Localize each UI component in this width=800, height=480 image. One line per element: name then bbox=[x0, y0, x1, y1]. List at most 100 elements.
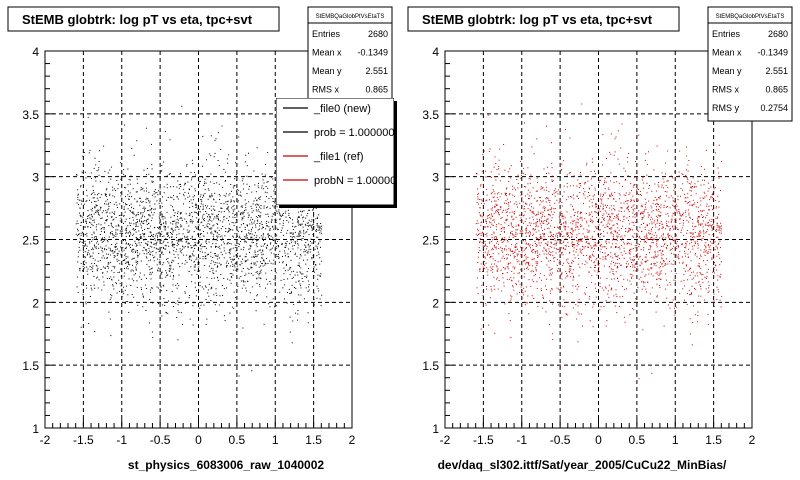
data-point bbox=[291, 245, 293, 247]
data-point bbox=[625, 253, 627, 254]
data-point bbox=[713, 300, 715, 302]
data-point bbox=[625, 231, 627, 232]
data-point bbox=[658, 197, 660, 199]
data-point bbox=[212, 239, 214, 241]
data-point bbox=[100, 246, 102, 248]
data-point bbox=[172, 284, 174, 286]
data-point bbox=[562, 264, 564, 266]
data-point bbox=[150, 259, 151, 261]
data-point bbox=[195, 245, 197, 247]
data-point bbox=[657, 216, 659, 218]
data-point bbox=[136, 245, 138, 246]
data-point bbox=[172, 231, 174, 233]
data-point bbox=[658, 206, 660, 208]
data-point bbox=[512, 286, 514, 288]
data-point bbox=[571, 196, 573, 198]
data-point bbox=[127, 294, 129, 296]
data-point bbox=[476, 220, 478, 222]
data-point bbox=[162, 218, 164, 220]
data-point bbox=[260, 235, 262, 237]
data-point bbox=[310, 226, 312, 228]
data-point bbox=[272, 205, 274, 207]
data-point bbox=[247, 259, 249, 261]
data-point bbox=[139, 197, 141, 199]
data-point bbox=[270, 242, 272, 244]
data-point bbox=[89, 199, 90, 201]
data-point bbox=[210, 246, 212, 248]
data-point bbox=[225, 262, 227, 264]
data-point bbox=[645, 202, 647, 204]
data-point bbox=[148, 260, 150, 262]
data-point bbox=[527, 302, 529, 304]
data-point bbox=[477, 198, 479, 200]
data-point bbox=[265, 186, 267, 187]
data-point bbox=[496, 238, 498, 240]
data-point bbox=[187, 181, 189, 183]
data-point bbox=[171, 227, 173, 229]
data-point bbox=[556, 259, 558, 260]
data-point bbox=[618, 229, 620, 231]
data-point bbox=[157, 270, 159, 272]
data-point bbox=[246, 237, 248, 239]
data-point bbox=[96, 270, 98, 272]
data-point bbox=[96, 205, 98, 207]
data-point bbox=[503, 282, 505, 284]
data-point bbox=[83, 152, 85, 153]
data-point bbox=[233, 255, 235, 257]
data-point bbox=[711, 227, 713, 229]
data-point bbox=[524, 221, 526, 222]
data-point bbox=[290, 241, 292, 243]
data-point bbox=[248, 152, 249, 154]
data-point bbox=[480, 238, 482, 240]
data-point bbox=[616, 256, 618, 257]
data-point bbox=[576, 185, 578, 187]
data-point bbox=[623, 247, 625, 249]
data-point bbox=[655, 256, 657, 258]
data-point bbox=[124, 221, 126, 223]
data-point bbox=[579, 213, 581, 215]
data-point bbox=[588, 225, 590, 227]
data-point bbox=[173, 260, 175, 262]
data-point bbox=[307, 225, 309, 227]
data-point bbox=[304, 254, 306, 256]
data-point bbox=[695, 314, 697, 316]
data-point bbox=[98, 279, 100, 281]
data-point bbox=[564, 229, 566, 231]
data-point bbox=[204, 257, 206, 259]
data-point bbox=[572, 245, 574, 247]
data-point bbox=[213, 199, 215, 201]
data-point bbox=[626, 267, 627, 269]
data-point bbox=[173, 238, 175, 240]
data-point bbox=[126, 229, 128, 231]
data-point bbox=[298, 262, 300, 264]
data-point bbox=[85, 244, 87, 246]
data-point bbox=[578, 233, 580, 235]
data-point bbox=[306, 275, 308, 277]
data-point bbox=[78, 233, 80, 235]
data-point bbox=[161, 216, 163, 218]
data-point bbox=[90, 255, 91, 257]
data-point bbox=[638, 210, 640, 212]
data-point bbox=[255, 237, 257, 238]
data-point bbox=[230, 276, 232, 277]
data-point bbox=[103, 228, 105, 230]
data-point bbox=[125, 240, 127, 242]
data-point bbox=[133, 270, 134, 272]
data-point bbox=[629, 223, 631, 225]
data-point bbox=[273, 184, 275, 186]
data-point bbox=[580, 216, 582, 218]
data-point bbox=[289, 243, 291, 245]
data-point bbox=[603, 194, 605, 196]
data-point bbox=[145, 220, 147, 222]
data-point bbox=[688, 182, 690, 184]
data-point bbox=[133, 248, 135, 250]
data-point bbox=[87, 116, 89, 118]
data-point bbox=[586, 235, 588, 237]
data-point bbox=[305, 245, 307, 247]
data-point bbox=[117, 188, 119, 190]
data-point bbox=[244, 209, 245, 211]
data-point bbox=[528, 195, 530, 197]
data-point bbox=[612, 225, 614, 227]
data-point bbox=[609, 266, 610, 268]
data-point bbox=[118, 225, 120, 227]
